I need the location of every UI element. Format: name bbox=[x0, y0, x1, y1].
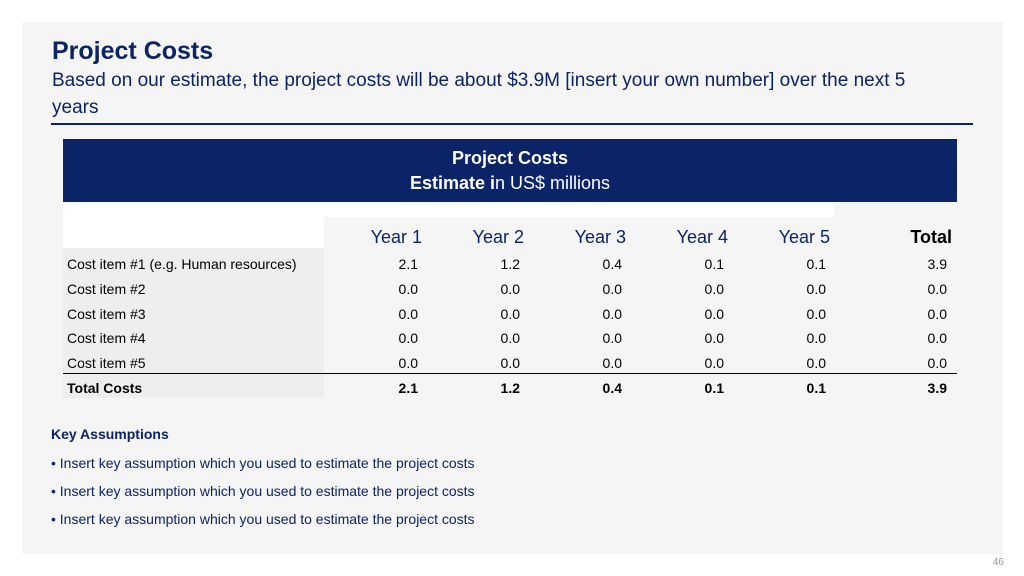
row-label: Cost item #5 bbox=[67, 355, 146, 371]
table-cell: 0.0 bbox=[398, 355, 418, 371]
title-divider bbox=[51, 123, 973, 125]
table-cell: 1.2 bbox=[500, 256, 520, 272]
banner-subtitle: Estimate in US$ millions bbox=[63, 173, 957, 194]
row-label: Cost item #2 bbox=[67, 281, 146, 297]
table-cell: 0.0 bbox=[500, 355, 520, 371]
table-cell: 0.0 bbox=[602, 330, 622, 346]
table-cell: 0.0 bbox=[398, 281, 418, 297]
total-cell: 0.1 bbox=[806, 380, 826, 396]
table-cell: 0.0 bbox=[500, 306, 520, 322]
table-cell: 0.0 bbox=[398, 306, 418, 322]
table-cell: 0.0 bbox=[806, 355, 826, 371]
table-cell: 0.0 bbox=[806, 306, 826, 322]
total-label: Total Costs bbox=[67, 380, 143, 396]
table-corner bbox=[63, 217, 324, 248]
key-assumption-item: • Insert key assumption which you used t… bbox=[51, 511, 475, 527]
row-label: Cost item #3 bbox=[67, 306, 146, 322]
banner-title: Project Costs bbox=[451, 148, 569, 168]
row-label: Cost item #4 bbox=[67, 330, 146, 346]
total-cell: 1.2 bbox=[500, 380, 520, 396]
table-cell: 0.0 bbox=[704, 281, 724, 297]
total-cell: 0.1 bbox=[704, 380, 724, 396]
table-cell: 0.0 bbox=[500, 281, 520, 297]
col-header-year-3: Year 3 bbox=[574, 227, 626, 247]
table-cell: 2.1 bbox=[398, 256, 418, 272]
banner-subtitle-rest: n US$ millions bbox=[495, 173, 611, 193]
banner-subtitle-bold: Estimate i bbox=[409, 173, 495, 193]
page-title: Project Costs bbox=[52, 37, 214, 65]
col-header-year-4: Year 4 bbox=[676, 227, 728, 247]
table-cell: 0.0 bbox=[500, 330, 520, 346]
total-divider bbox=[63, 373, 957, 374]
page-subtitle: Based on our estimate, the project costs… bbox=[52, 70, 906, 118]
table-cell: 0.0 bbox=[602, 306, 622, 322]
table-cell: 0.1 bbox=[704, 256, 724, 272]
key-assumption-item: • Insert key assumption which you used t… bbox=[51, 455, 475, 471]
col-header-year-2: Year 2 bbox=[472, 227, 524, 247]
table-cell: 0.0 bbox=[398, 330, 418, 346]
total-cell: 3.9 bbox=[927, 380, 947, 396]
col-header-year-1: Year 1 bbox=[370, 227, 422, 247]
col-header-year-5: Year 5 bbox=[778, 227, 830, 247]
table-cell: 0.0 bbox=[704, 306, 724, 322]
key-assumption-item: • Insert key assumption which you used t… bbox=[51, 483, 475, 499]
total-cell: 0.4 bbox=[602, 380, 622, 396]
table-cell: 0.4 bbox=[602, 256, 622, 272]
page-number: 46 bbox=[992, 557, 1004, 568]
table-cell: 0.0 bbox=[927, 281, 947, 297]
table-cell: 0.0 bbox=[927, 355, 947, 371]
table-cell: 0.1 bbox=[806, 256, 826, 272]
total-cell: 2.1 bbox=[398, 380, 418, 396]
table-cell: 0.0 bbox=[704, 330, 724, 346]
table-cell: 0.0 bbox=[806, 281, 826, 297]
col-header-total: Total bbox=[910, 227, 952, 247]
table-cell: 0.0 bbox=[602, 355, 622, 371]
table-cell: 3.9 bbox=[927, 256, 947, 272]
row-label: Cost item #1 (e.g. Human resources) bbox=[67, 256, 297, 272]
key-assumptions-title: Key Assumptions bbox=[51, 426, 169, 442]
table-spacer bbox=[63, 203, 834, 217]
table-cell: 0.0 bbox=[704, 355, 724, 371]
table-cell: 0.0 bbox=[927, 306, 947, 322]
table-cell: 0.0 bbox=[927, 330, 947, 346]
table-cell: 0.0 bbox=[806, 330, 826, 346]
table-cell: 0.0 bbox=[602, 281, 622, 297]
table-banner: Project Costs Estimate in US$ millions bbox=[63, 139, 957, 202]
